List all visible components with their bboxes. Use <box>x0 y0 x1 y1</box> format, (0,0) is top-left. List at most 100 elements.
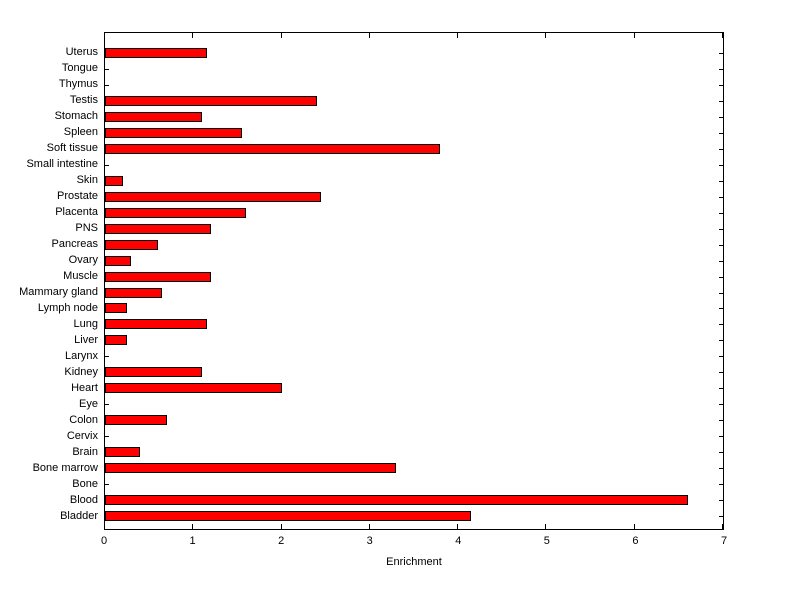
bar-rows-container <box>105 33 723 529</box>
y-tick-label-testis: Testis <box>69 93 98 106</box>
bar-lung <box>105 319 207 330</box>
bar-pancreas <box>105 239 158 250</box>
x-tick-mark-bottom-2 <box>280 524 282 529</box>
bar-row-ovary <box>105 253 723 269</box>
bar-row-lymph-node <box>105 301 723 317</box>
x-tick-mark-top-3 <box>368 33 370 38</box>
bar-brain <box>105 447 141 458</box>
bar-row-bone-marrow <box>105 460 723 476</box>
bar-soft-tissue <box>105 143 441 154</box>
y-tick-label-bone: Bone <box>72 478 98 491</box>
bar-row-pancreas <box>105 237 723 253</box>
x-tick-mark-top-0 <box>104 33 105 38</box>
bar-row-bone <box>105 476 723 492</box>
x-tick-label-3: 3 <box>366 535 373 547</box>
bar-ovary <box>105 255 132 266</box>
x-tick-mark-bottom-0 <box>104 524 105 529</box>
x-tick-mark-bottom-3 <box>368 524 370 529</box>
bar-stomach <box>105 111 203 122</box>
x-tick-mark-bottom-4 <box>457 524 459 529</box>
y-tick-label-kidney: Kidney <box>64 366 98 379</box>
y-tick-label-blood: Blood <box>69 494 98 507</box>
x-tick-label-4: 4 <box>455 535 462 547</box>
y-tick-label-eye: Eye <box>79 398 98 411</box>
x-tick-label-5: 5 <box>543 535 550 547</box>
bar-bone-marrow <box>105 463 397 474</box>
bar-row-lung <box>105 316 723 332</box>
x-tick-mark-bottom-7 <box>722 524 723 529</box>
y-tick-label-bone-marrow: Bone marrow <box>32 462 98 475</box>
bar-row-heart <box>105 380 723 396</box>
bar-row-eye <box>105 396 723 412</box>
x-tick-mark-top-2 <box>280 33 282 38</box>
y-tick-label-liver: Liver <box>74 334 98 347</box>
bar-row-brain <box>105 444 723 460</box>
bar-blood <box>105 495 688 506</box>
bar-spleen <box>105 127 242 138</box>
x-tick-label-2: 2 <box>278 535 285 547</box>
y-tick-label-heart: Heart <box>71 382 98 395</box>
y-tick-label-muscle: Muscle <box>63 269 98 282</box>
x-tick-label-1: 1 <box>189 535 196 547</box>
bar-testis <box>105 95 317 106</box>
x-axis-tick-labels: 0 1 2 3 4 5 6 7 <box>101 535 728 550</box>
y-tick-label-colon: Colon <box>69 414 98 427</box>
x-tick-mark-bottom-1 <box>192 524 194 529</box>
y-axis-tick-labels: Uterus Tongue Thymus Testis Stomach Spleen Sof… <box>0 32 98 530</box>
y-tick-label-bladder: Bladder <box>60 510 98 523</box>
y-tick-label-skin: Skin <box>76 173 98 186</box>
x-tick-mark-top-5 <box>545 33 547 38</box>
x-tick-mark-bottom-5 <box>545 524 547 529</box>
bar-row-bladder <box>105 508 723 524</box>
x-tick-mark-top-6 <box>633 33 635 38</box>
bar-liver <box>105 335 128 346</box>
bar-skin <box>105 175 123 186</box>
bar-row-small-intestine <box>105 157 723 173</box>
y-tick-label-mammary-gland: Mammary gland <box>19 285 98 298</box>
y-tick-label-uterus: Uterus <box>65 45 98 58</box>
bar-row-thymus <box>105 77 723 93</box>
bar-bladder <box>105 511 472 522</box>
x-tick-mark-bottom-6 <box>633 524 635 529</box>
bar-row-larynx <box>105 348 723 364</box>
y-tick-label-brain: Brain <box>72 446 98 459</box>
bar-mammary-gland <box>105 287 163 298</box>
x-tick-label-6: 6 <box>632 535 639 547</box>
bar-lymph-node <box>105 303 128 314</box>
y-tick-label-pancreas: Pancreas <box>51 237 98 250</box>
y-tick-label-ovary: Ovary <box>68 253 98 266</box>
x-axis-label: Enrichment <box>386 556 442 568</box>
bar-row-blood <box>105 492 723 508</box>
y-tick-label-lymph-node: Lymph node <box>37 302 98 315</box>
y-tick-label-thymus: Thymus <box>58 77 98 90</box>
bar-uterus <box>105 47 207 58</box>
bar-row-muscle <box>105 269 723 285</box>
bar-heart <box>105 383 282 394</box>
bar-row-prostate <box>105 189 723 205</box>
bar-colon <box>105 415 167 426</box>
bar-row-colon <box>105 412 723 428</box>
x-tick-mark-top-1 <box>192 33 194 38</box>
bar-row-spleen <box>105 125 723 141</box>
bar-row-mammary-gland <box>105 285 723 301</box>
bar-row-soft-tissue <box>105 141 723 157</box>
x-tick-mark-top-7 <box>722 33 723 38</box>
y-tick-label-small-intestine: Small intestine <box>26 157 98 170</box>
y-tick-label-larynx: Larynx <box>64 350 98 363</box>
x-tick-label-7: 7 <box>720 535 728 547</box>
bar-placenta <box>105 207 247 218</box>
y-tick-label-soft-tissue: Soft tissue <box>46 141 98 154</box>
y-tick-label-placenta: Placenta <box>55 205 98 218</box>
bar-kidney <box>105 367 203 378</box>
y-tick-label-cervix: Cervix <box>66 430 98 443</box>
bar-row-uterus <box>105 45 723 61</box>
bar-pns <box>105 223 211 234</box>
y-tick-label-stomach: Stomach <box>54 109 98 122</box>
y-tick-label-lung: Lung <box>73 318 98 331</box>
bar-row-skin <box>105 173 723 189</box>
bar-row-kidney <box>105 364 723 380</box>
bar-row-tongue <box>105 61 723 77</box>
y-tick-label-spleen: Spleen <box>63 125 98 138</box>
bar-row-placenta <box>105 205 723 221</box>
